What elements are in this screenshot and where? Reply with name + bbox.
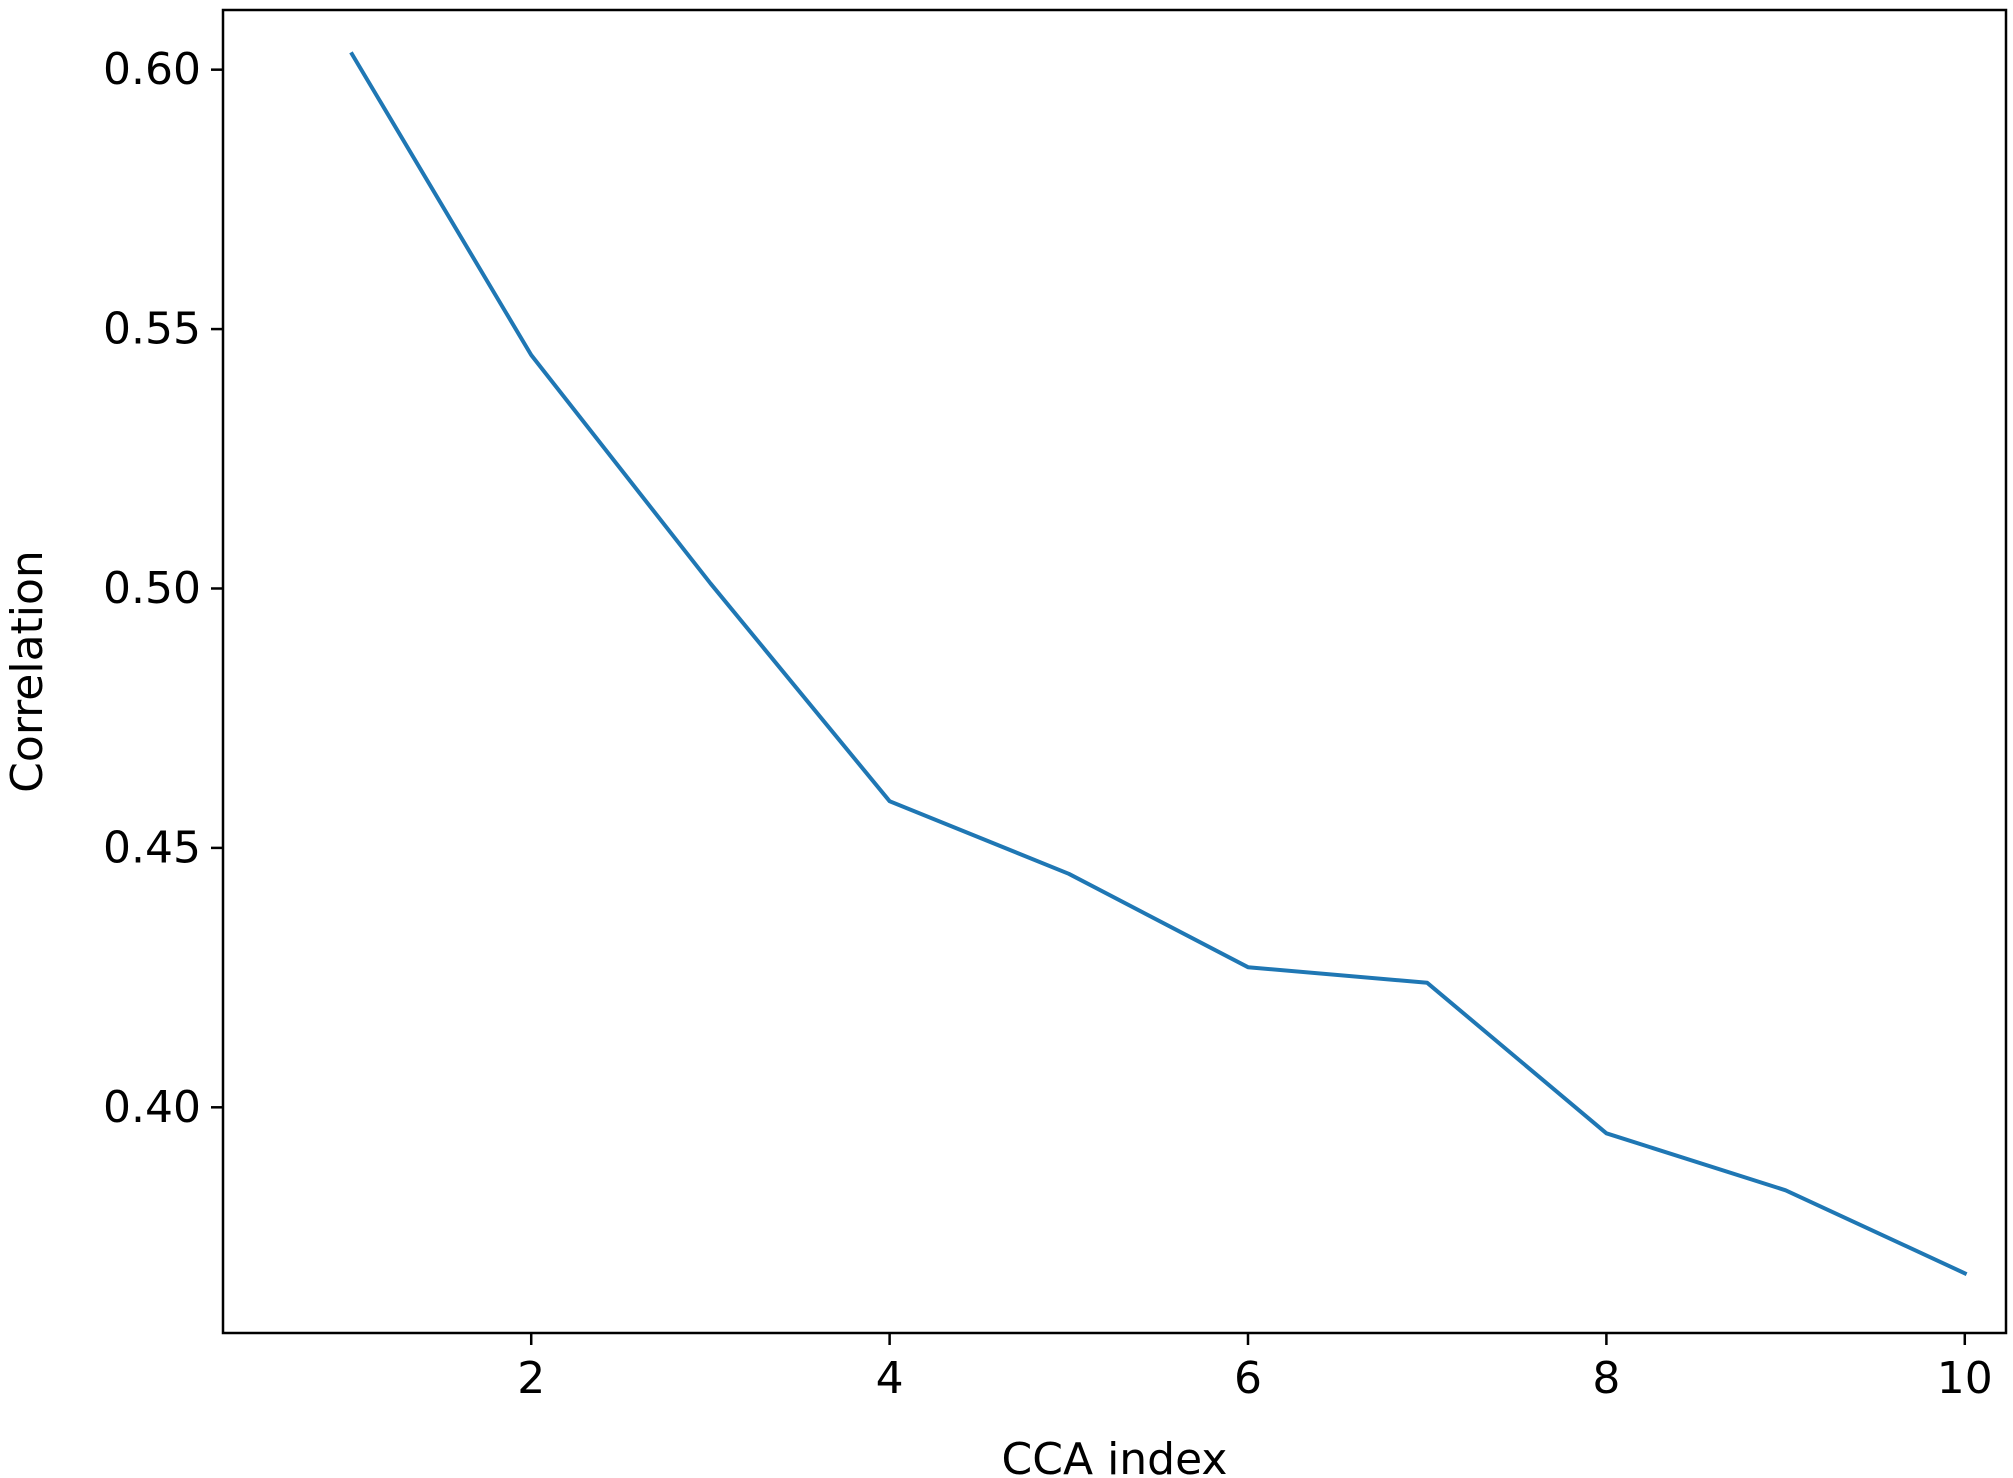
y-tick-label: 0.45 [103,822,201,873]
x-axis-ticks: 2 4 6 8 10 [517,1333,1993,1404]
x-axis-title: CCA index [1002,1434,1228,1478]
series-line [349,51,1968,1276]
y-axis-ticks: 0.40 0.45 0.50 0.55 0.60 [103,44,223,1133]
plot-area-frame [221,8,2008,1335]
y-axis-title: Correlation [2,550,53,793]
x-tick-label: 4 [876,1353,904,1404]
y-tick-label: 0.40 [103,1082,201,1133]
x-tick-label: 6 [1234,1353,1262,1404]
x-tick-label: 8 [1592,1353,1620,1404]
y-tick-label: 0.50 [103,563,201,614]
y-tick-label: 0.55 [103,304,201,355]
x-tick-label: 2 [517,1353,545,1404]
x-tick-label: 10 [1937,1353,1993,1404]
y-tick-label: 0.60 [103,44,201,95]
